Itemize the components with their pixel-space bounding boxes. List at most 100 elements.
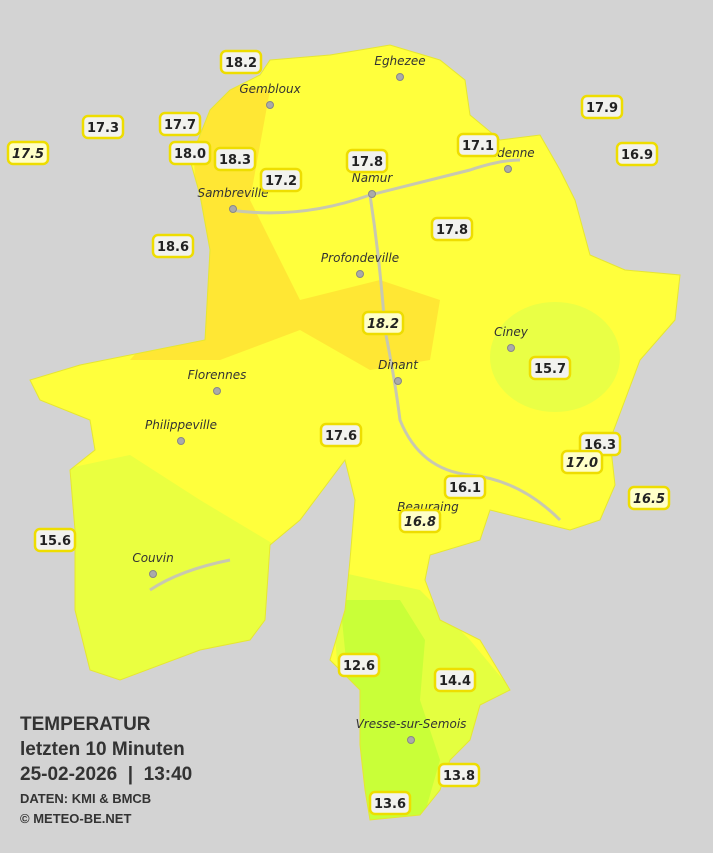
station: 16.8 <box>398 508 442 534</box>
station: 17.7 <box>158 111 202 137</box>
station-value: 17.2 <box>265 174 297 189</box>
station-value: 16.8 <box>404 515 436 530</box>
station: 17.6 <box>319 422 363 448</box>
station-box <box>443 474 487 500</box>
station-value: 16.1 <box>449 481 481 496</box>
station-box <box>319 422 363 448</box>
station-value: 16.3 <box>584 438 616 453</box>
station-value: 17.3 <box>87 121 119 136</box>
station: 18.2 <box>219 49 263 75</box>
station-box <box>33 527 77 553</box>
station-box <box>168 140 212 166</box>
station-value: 17.0 <box>566 456 598 471</box>
station-value: 12.6 <box>343 659 375 674</box>
station: 13.6 <box>368 790 412 816</box>
station-box <box>219 49 263 75</box>
city-label: Vresse-sur-Semois <box>356 717 467 731</box>
station: 15.7 <box>528 355 572 381</box>
city-label: Dinant <box>378 358 419 372</box>
station-box <box>528 355 572 381</box>
city-dot <box>504 165 512 173</box>
city-label: Ciney <box>494 325 529 339</box>
station: 17.1 <box>456 132 500 158</box>
station: 17.8 <box>345 148 389 174</box>
station-box <box>213 146 257 172</box>
station-value: 17.8 <box>436 223 468 238</box>
station-box <box>398 508 442 534</box>
station-value: 15.6 <box>39 534 71 549</box>
station: 18.2 <box>361 310 405 336</box>
station-value: 17.9 <box>586 101 618 116</box>
station-value: 17.1 <box>462 139 494 154</box>
station: 17.0 <box>560 449 604 475</box>
station-box <box>361 310 405 336</box>
city-label: Sambreville <box>197 186 268 200</box>
station-box <box>158 111 202 137</box>
station: 16.5 <box>627 485 671 511</box>
station-value: 18.6 <box>157 240 189 255</box>
station: 12.6 <box>337 652 381 678</box>
station: 17.5 <box>6 140 50 166</box>
station-box <box>433 667 477 693</box>
city-label: Florennes <box>188 368 247 382</box>
station-box <box>627 485 671 511</box>
legend-source: DATEN: KMI & BMCB <box>20 791 151 806</box>
station-value: 17.8 <box>351 155 383 170</box>
station: 17.9 <box>580 94 624 120</box>
station-box <box>437 762 481 788</box>
city-label: Profondeville <box>321 251 399 265</box>
station-box <box>456 132 500 158</box>
station-value: 18.0 <box>174 147 206 162</box>
station: 13.8 <box>437 762 481 788</box>
station-value: 16.9 <box>621 148 653 163</box>
station-box <box>337 652 381 678</box>
legend-title: TEMPERATUR <box>20 714 151 735</box>
station-value: 17.7 <box>164 118 196 133</box>
city-label: Philippeville <box>145 418 217 432</box>
station: 17.3 <box>81 114 125 140</box>
city-dot <box>149 570 157 578</box>
city-label: Couvin <box>132 551 173 565</box>
station-value: 18.2 <box>225 56 257 71</box>
station-value: 14.4 <box>439 674 471 689</box>
station-box <box>615 141 659 167</box>
station-box <box>430 216 474 242</box>
city-dot <box>177 437 185 445</box>
station-value: 18.3 <box>219 153 251 168</box>
station-value: 16.5 <box>633 492 665 507</box>
station-box <box>81 114 125 140</box>
station-value: 13.8 <box>443 769 475 784</box>
city-dot <box>266 101 274 109</box>
city-label: Eghezee <box>374 54 425 68</box>
station: 14.4 <box>433 667 477 693</box>
legend-period: letzten 10 Minuten <box>20 739 185 760</box>
city-dot <box>368 190 376 198</box>
station-box <box>259 167 303 193</box>
legend-timestamp: 25-02-2026 | 13:40 <box>20 764 192 785</box>
city-dot <box>396 73 404 81</box>
cities: EghezeeGemblouxAndenneNamurSambrevillePr… <box>132 54 535 744</box>
city-label: Gembloux <box>239 82 301 96</box>
city-label: Namur <box>352 171 394 185</box>
legend-copyright: © METEO-BE.NET <box>20 811 131 826</box>
station-value: 17.5 <box>12 147 44 162</box>
station: 18.6 <box>151 233 195 259</box>
station-box <box>368 790 412 816</box>
station-value: 17.6 <box>325 429 357 444</box>
city-dot <box>213 387 221 395</box>
station-box <box>580 94 624 120</box>
city-dot <box>394 377 402 385</box>
city-dot <box>407 736 415 744</box>
station: 18.0 <box>168 140 212 166</box>
station-box <box>560 449 604 475</box>
city-dot <box>507 344 515 352</box>
stations: 18.2 17.3 17.7 17.5 18.0 18.3 17.2 17.8 17.1 17.9… <box>6 49 671 816</box>
station-value: 15.7 <box>534 362 566 377</box>
station: 15.6 <box>33 527 77 553</box>
station: 16.9 <box>615 141 659 167</box>
station: 18.3 <box>213 146 257 172</box>
station-value: 18.2 <box>367 317 399 332</box>
rivers <box>149 158 562 592</box>
station-box <box>6 140 50 166</box>
